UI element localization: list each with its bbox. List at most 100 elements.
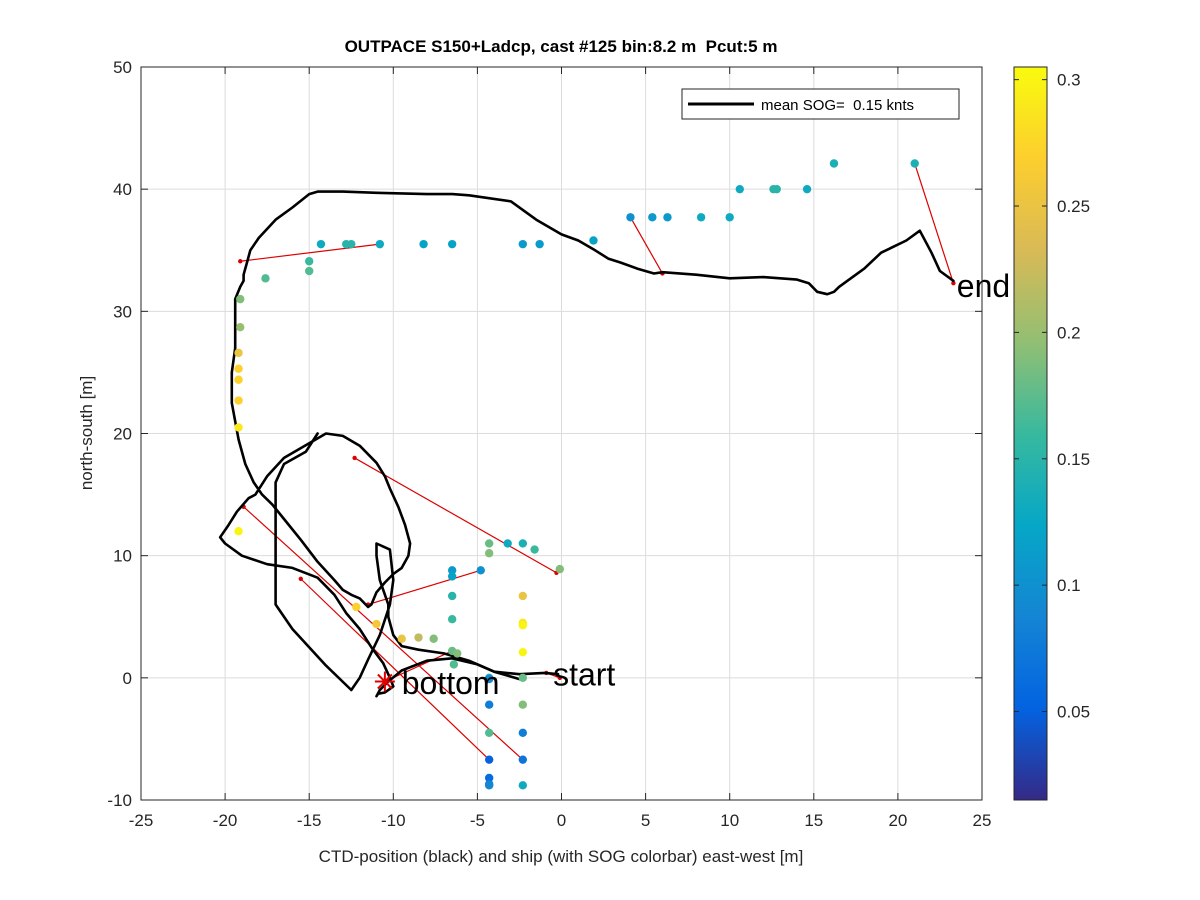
annotation-end: end xyxy=(957,268,1010,304)
ctd-track xyxy=(218,190,955,698)
y-tick-label: 0 xyxy=(123,669,132,688)
ship-point xyxy=(518,700,528,709)
ship-point xyxy=(234,364,243,373)
ship-point xyxy=(261,274,270,283)
ship-point xyxy=(236,294,245,304)
x-tick-label: -5 xyxy=(470,811,485,830)
ship-point xyxy=(375,239,385,249)
ship-point xyxy=(429,634,438,643)
ship-point xyxy=(829,159,839,168)
ship-point xyxy=(648,213,657,222)
bottom-marker-stroke xyxy=(377,673,393,690)
y-tick-label: 30 xyxy=(113,302,132,321)
ship-point xyxy=(910,159,919,168)
ship-points xyxy=(234,159,919,790)
x-tick-label: 5 xyxy=(641,811,650,830)
ship-point xyxy=(447,566,457,575)
ship-point xyxy=(518,673,528,683)
ship-point xyxy=(414,633,423,642)
ship-point xyxy=(802,184,812,194)
ship-point xyxy=(484,781,494,790)
ship-point xyxy=(316,239,326,249)
ship-point xyxy=(555,564,565,574)
ship-point xyxy=(589,236,598,245)
link-endpoint xyxy=(298,576,303,582)
ship-point xyxy=(447,239,457,249)
ship-point xyxy=(518,728,528,738)
x-tick-label: -20 xyxy=(213,811,238,830)
colorbar-ticks: 0.05 0.1 0.15 0.2 0.25 0.3 xyxy=(1014,71,1090,722)
colorbar-tick-label: 0.15 xyxy=(1057,450,1090,469)
colorbar-gradient xyxy=(1013,66,1048,801)
ship-point xyxy=(484,700,494,709)
ship-point xyxy=(447,591,457,601)
ship-point xyxy=(484,549,494,558)
ship-point xyxy=(518,647,528,657)
x-axis-ticks: -25 -20 -15 -10 -5 0 5 10 15 20 25 xyxy=(129,67,992,830)
ship-point xyxy=(725,213,734,222)
legend-label: mean SOG= 0.15 knts xyxy=(761,97,914,114)
ship-point xyxy=(484,755,494,764)
x-tick-label: 25 xyxy=(973,811,992,830)
y-tick-label: 10 xyxy=(113,547,132,566)
annotation-start: start xyxy=(553,656,615,692)
ship-point xyxy=(530,545,539,554)
x-tick-label: -10 xyxy=(381,811,406,830)
ship-point xyxy=(518,621,528,630)
ship-point xyxy=(518,539,528,548)
ship-point xyxy=(234,527,243,536)
ship-point xyxy=(372,619,381,629)
ship-point xyxy=(234,375,243,384)
ship-point xyxy=(236,323,245,332)
ship-point xyxy=(518,781,528,790)
ship-point xyxy=(234,396,243,405)
annotation-bottom: bottom xyxy=(402,665,500,701)
ship-point xyxy=(535,239,544,249)
ship-point xyxy=(352,602,361,612)
link-endpoint xyxy=(238,259,243,264)
link-line xyxy=(914,163,954,284)
ship-point xyxy=(518,591,528,601)
link-line xyxy=(243,506,524,761)
ship-point xyxy=(518,239,528,249)
x-tick-label: -25 xyxy=(129,811,154,830)
ship-point xyxy=(484,539,494,548)
ship-point xyxy=(663,213,672,222)
ship-point xyxy=(453,649,462,658)
ship-point xyxy=(696,213,706,222)
colorbar-tick-label: 0.1 xyxy=(1057,576,1081,595)
x-axis-label: CTD-position (black) and ship (with SOG … xyxy=(319,847,804,866)
bottom-marker xyxy=(374,671,395,692)
annotations: start bottom end xyxy=(402,268,1010,701)
link-line xyxy=(300,578,490,761)
colorbar-tick-label: 0.3 xyxy=(1057,71,1081,90)
ship-point xyxy=(347,239,356,249)
chart-title: OUTPACE S150+Ladcp, cast #125 bin:8.2 m … xyxy=(345,37,778,56)
ship-point xyxy=(484,728,494,738)
ship-point xyxy=(484,773,494,783)
ship-point xyxy=(484,674,494,684)
x-tick-label: 10 xyxy=(720,811,739,830)
link-endpoint xyxy=(557,675,563,681)
ship-point xyxy=(626,213,635,222)
y-tick-label: -10 xyxy=(107,791,132,810)
y-axis-ticks: -10 0 10 20 30 40 50 xyxy=(107,58,982,810)
colorbar-tick-label: 0.05 xyxy=(1057,703,1090,722)
link-line xyxy=(240,243,380,262)
y-tick-label: 50 xyxy=(113,58,132,77)
colorbar-tick-label: 0.2 xyxy=(1057,323,1081,342)
y-tick-label: 20 xyxy=(113,425,132,444)
ship-point xyxy=(447,572,457,581)
link-line xyxy=(629,216,663,274)
colorbar-tick-label: 0.25 xyxy=(1057,197,1090,216)
ship-point xyxy=(503,539,512,548)
link-line xyxy=(354,457,557,574)
y-tick-label: 40 xyxy=(113,180,132,199)
ship-point xyxy=(447,614,457,624)
x-tick-label: 20 xyxy=(888,811,907,830)
ship-point xyxy=(397,634,406,643)
x-tick-label: -15 xyxy=(297,811,322,830)
link-endpoint xyxy=(352,455,357,461)
